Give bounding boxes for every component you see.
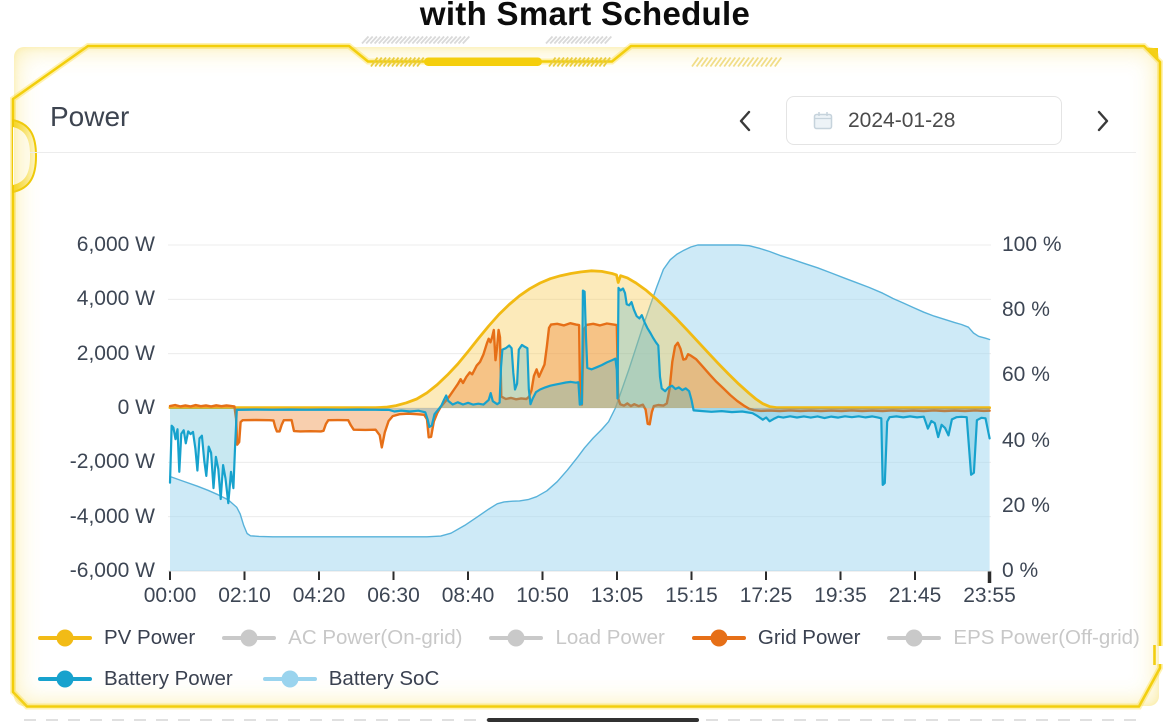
- legend-label: Load Power: [555, 625, 665, 649]
- legend-item-eps-power-off-grid-[interactable]: EPS Power(Off-grid): [887, 625, 1140, 650]
- next-day-button[interactable]: [1092, 106, 1114, 136]
- bottom-bar: [487, 717, 699, 722]
- legend-row: Battery Power Battery SoC: [38, 658, 1148, 699]
- legend-marker-icon: [691, 629, 746, 647]
- legend-label: Battery Power: [104, 666, 233, 690]
- legend-marker-icon: [262, 670, 317, 688]
- legend-marker-icon: [38, 670, 92, 688]
- date-value: 2024-01-28: [848, 108, 956, 132]
- card-title: Power: [50, 101, 130, 132]
- legend-label: PV Power: [104, 625, 196, 649]
- calendar-icon: [813, 112, 833, 130]
- legend-item-battery-soc[interactable]: Battery SoC: [262, 666, 440, 691]
- legend-row: PV Power AC Power(On-grid) Load Power Grid …: [38, 617, 1148, 658]
- legend-item-ac-power-on-grid-[interactable]: AC Power(On-grid): [222, 626, 462, 650]
- legend-item-battery-power[interactable]: Battery Power: [38, 667, 233, 691]
- chevron-left-icon: [739, 110, 751, 131]
- legend-label: AC Power(On-grid): [288, 625, 463, 649]
- header-divider: [30, 152, 1136, 153]
- legend-marker-icon: [38, 629, 92, 647]
- chart-legend: PV Power AC Power(On-grid) Load Power Grid …: [38, 617, 1148, 699]
- date-picker[interactable]: 2024-01-28: [786, 96, 1062, 145]
- legend-label: EPS Power(Off-grid): [953, 625, 1140, 649]
- legend-marker-icon: [222, 629, 277, 647]
- page-title: with Smart Schedule: [419, 0, 751, 32]
- legend-label: Grid Power: [757, 625, 861, 649]
- legend-item-pv-power[interactable]: PV Power: [38, 626, 195, 650]
- chevron-right-icon: [1097, 110, 1109, 131]
- legend-item-load-power[interactable]: Load Power: [489, 625, 665, 650]
- legend-marker-icon: [489, 629, 544, 647]
- legend-item-grid-power[interactable]: Grid Power: [691, 625, 861, 650]
- prev-day-button[interactable]: [734, 106, 756, 136]
- legend-marker-icon: [887, 629, 942, 647]
- legend-label: Battery SoC: [328, 666, 440, 690]
- date-navigation: 2024-01-28: [734, 96, 1114, 145]
